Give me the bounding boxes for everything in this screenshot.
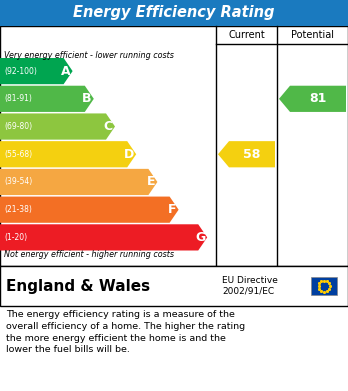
Bar [0,0,348,26]
Bar [0,26,348,266]
Text: The energy efficiency rating is a measure of the
overall efficiency of a home. T: The energy efficiency rating is a measur… [6,310,245,354]
Bar [311,277,337,295]
Text: A: A [61,65,71,77]
Polygon shape [0,141,136,167]
Polygon shape [0,86,94,112]
Text: 58: 58 [243,148,261,161]
Text: G: G [195,231,205,244]
Text: (92-100): (92-100) [4,66,37,75]
Text: (55-68): (55-68) [4,150,32,159]
Text: F: F [168,203,176,216]
Text: Potential: Potential [291,30,334,40]
Polygon shape [0,113,115,140]
Text: England & Wales: England & Wales [6,278,150,294]
Text: (69-80): (69-80) [4,122,32,131]
Text: Energy Efficiency Rating: Energy Efficiency Rating [73,5,275,20]
Polygon shape [0,58,73,84]
Polygon shape [0,197,179,223]
Text: 81: 81 [309,92,327,105]
Polygon shape [0,224,207,251]
Text: (81-91): (81-91) [4,94,32,103]
Text: D: D [124,148,134,161]
Text: Not energy efficient - higher running costs: Not energy efficient - higher running co… [4,250,174,259]
Text: (39-54): (39-54) [4,178,32,187]
Text: Very energy efficient - lower running costs: Very energy efficient - lower running co… [4,51,174,60]
Polygon shape [218,141,275,167]
Text: C: C [104,120,113,133]
Text: EU Directive
2002/91/EC: EU Directive 2002/91/EC [222,276,278,296]
Text: Current: Current [228,30,265,40]
Polygon shape [279,86,346,112]
Bar [0,266,348,306]
Text: B: B [82,92,92,105]
Polygon shape [0,169,157,195]
Text: (21-38): (21-38) [4,205,32,214]
Text: E: E [147,176,156,188]
Text: (1-20): (1-20) [4,233,27,242]
